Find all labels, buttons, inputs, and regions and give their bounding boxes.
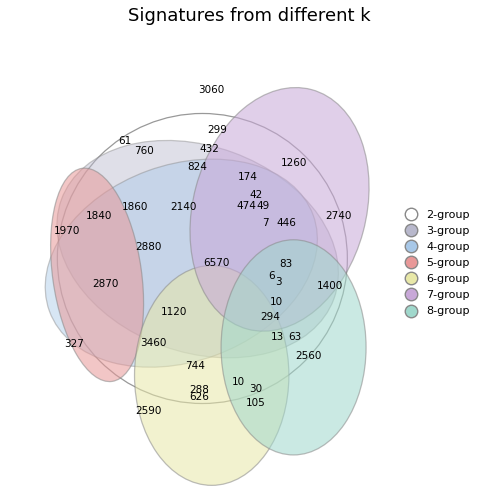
Text: 1970: 1970: [53, 226, 80, 236]
Text: 1860: 1860: [121, 202, 148, 212]
Text: 294: 294: [260, 312, 280, 322]
Text: 1840: 1840: [86, 211, 112, 221]
Ellipse shape: [45, 159, 318, 367]
Text: 288: 288: [189, 386, 209, 396]
Text: 83: 83: [279, 259, 292, 269]
Text: 432: 432: [200, 144, 219, 154]
Text: 3460: 3460: [140, 338, 166, 348]
Text: 174: 174: [238, 172, 258, 181]
Text: 2880: 2880: [136, 242, 162, 252]
Text: 2870: 2870: [92, 279, 119, 289]
Text: 626: 626: [189, 393, 209, 402]
Text: 6: 6: [268, 271, 275, 281]
Text: 13: 13: [271, 332, 284, 342]
Text: 2560: 2560: [295, 351, 321, 361]
Text: 2590: 2590: [136, 406, 162, 415]
Text: 299: 299: [207, 125, 227, 135]
Title: Signatures from different k: Signatures from different k: [128, 7, 370, 25]
Text: 7: 7: [262, 218, 269, 228]
Text: 3060: 3060: [199, 85, 225, 95]
Text: 446: 446: [277, 218, 296, 228]
Text: 42: 42: [249, 191, 263, 200]
Ellipse shape: [221, 240, 366, 455]
Text: 760: 760: [134, 146, 154, 156]
Text: 1400: 1400: [317, 281, 343, 291]
Text: 824: 824: [187, 162, 208, 172]
Text: 6570: 6570: [203, 258, 230, 268]
Text: 105: 105: [246, 399, 266, 409]
Text: 1260: 1260: [280, 158, 307, 168]
Ellipse shape: [135, 266, 289, 485]
Text: 30: 30: [249, 384, 263, 394]
Text: 63: 63: [288, 332, 301, 342]
Text: 10: 10: [232, 377, 245, 388]
Text: 2740: 2740: [325, 211, 351, 221]
Text: 61: 61: [118, 136, 132, 146]
Legend: 2-group, 3-group, 4-group, 5-group, 6-group, 7-group, 8-group: 2-group, 3-group, 4-group, 5-group, 6-gr…: [395, 206, 474, 321]
Text: 49: 49: [257, 201, 270, 211]
Ellipse shape: [190, 88, 369, 331]
Text: 3: 3: [275, 277, 281, 287]
Text: 2140: 2140: [170, 202, 197, 212]
Text: 327: 327: [64, 339, 84, 349]
Ellipse shape: [57, 141, 338, 358]
Text: 10: 10: [270, 296, 283, 306]
Text: 1120: 1120: [161, 307, 187, 318]
Text: 474: 474: [237, 201, 257, 211]
Ellipse shape: [50, 168, 144, 382]
Text: 744: 744: [185, 361, 205, 371]
